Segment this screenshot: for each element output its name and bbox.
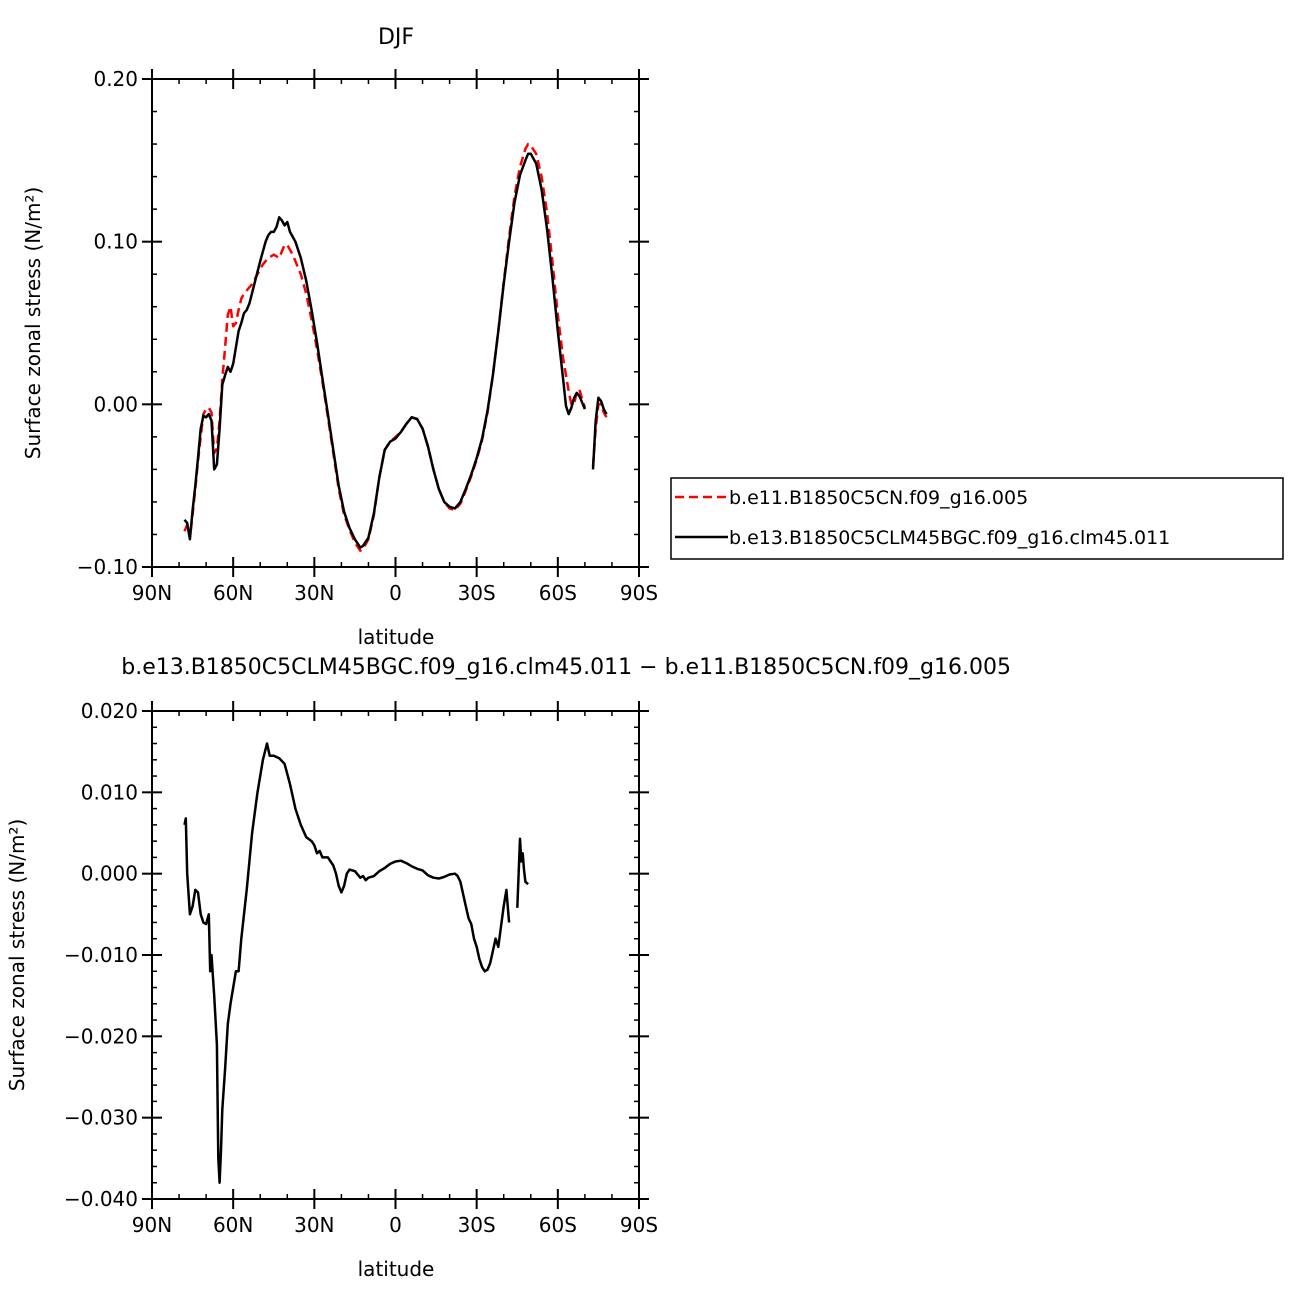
bottom-panel: b.e13.B1850C5CLM45BGC.f09_g16.clm45.011 … xyxy=(5,655,1011,1281)
top-series-1-line-segment xyxy=(183,142,587,552)
top-x-tick-label: 0 xyxy=(389,581,402,605)
top-y-tick-label: −0.10 xyxy=(77,555,138,579)
top-panel: DJF 90N 60N 30N 0 30S 60S 90S −0.10 0.00 0.10 0.20… xyxy=(21,25,658,649)
top-y-tick-label: 0.20 xyxy=(93,67,138,91)
top-x-tick-label: 60S xyxy=(539,581,577,605)
bottom-series-1-line-segment xyxy=(516,837,529,908)
bottom-chart-title: b.e13.B1850C5CLM45BGC.f09_g16.clm45.011 … xyxy=(121,655,1011,680)
top-plot-frame xyxy=(151,78,640,568)
top-y-axis-label: Surface zonal stress (N/m²) xyxy=(21,187,45,459)
top-series-2-line-segment xyxy=(183,152,587,549)
bottom-series-1-line-segment xyxy=(183,742,511,1184)
bottom-y-tick-label: −0.030 xyxy=(64,1106,138,1130)
top-y-tick-label: 0.00 xyxy=(93,392,138,416)
bottom-x-tick-label: 90N xyxy=(132,1213,172,1237)
top-axis-ticks: 90N 60N 30N 0 30S 60S 90S −0.10 0.00 0.10 0.20 xyxy=(77,67,658,605)
top-x-axis-label: latitude xyxy=(358,625,435,649)
bottom-plot-frame xyxy=(151,710,640,1200)
top-chart-title: DJF xyxy=(378,25,414,50)
top-x-tick-label: 30N xyxy=(294,581,334,605)
bottom-y-axis-label: Surface zonal stress (N/m²) xyxy=(5,819,29,1091)
top-x-tick-label: 90S xyxy=(620,581,658,605)
bottom-x-axis-label: latitude xyxy=(358,1257,435,1281)
legend-label-series-1: b.e11.B1850C5CN.f09_g16.005 xyxy=(729,487,1028,509)
legend-label-series-2: b.e13.B1850C5CLM45BGC.f09_g16.clm45.011 xyxy=(729,527,1170,549)
bottom-y-tick-label: 0.010 xyxy=(81,780,138,804)
bottom-y-tick-label: 0.000 xyxy=(81,862,138,886)
bottom-y-tick-label: −0.020 xyxy=(64,1024,138,1048)
bottom-y-tick-label: −0.040 xyxy=(64,1187,138,1211)
top-x-tick-label: 60N xyxy=(213,581,253,605)
bottom-y-tick-label: −0.010 xyxy=(64,943,138,967)
bottom-x-tick-label: 90S xyxy=(620,1213,658,1237)
bottom-x-tick-label: 30S xyxy=(458,1213,496,1237)
top-x-tick-label: 30S xyxy=(458,581,496,605)
top-x-tick-label: 90N xyxy=(132,581,172,605)
top-plot-lines xyxy=(183,142,608,552)
bottom-x-tick-label: 60S xyxy=(539,1213,577,1237)
legend-box xyxy=(670,477,1284,560)
legend: b.e11.B1850C5CN.f09_g16.005 b.e13.B1850C… xyxy=(670,477,1284,560)
bottom-axis-ticks: 90N 60N 30N 0 30S 60S 90S −0.040 −0.030 −0.020 −0.… xyxy=(64,699,658,1237)
bottom-x-tick-label: 60N xyxy=(213,1213,253,1237)
bottom-x-tick-label: 0 xyxy=(389,1213,402,1237)
bottom-x-tick-label: 30N xyxy=(294,1213,334,1237)
top-series-2-line-segment xyxy=(591,396,608,470)
top-y-tick-label: 0.10 xyxy=(93,230,138,254)
bottom-plot-lines xyxy=(183,742,529,1184)
bottom-y-tick-label: 0.020 xyxy=(81,699,138,723)
